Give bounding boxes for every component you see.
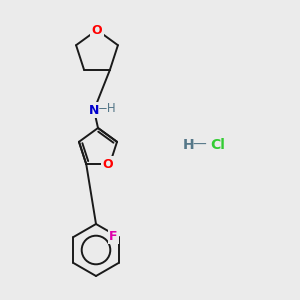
Text: —: — <box>192 138 206 152</box>
Text: F: F <box>109 230 118 242</box>
Text: H: H <box>182 138 194 152</box>
Text: Cl: Cl <box>210 138 225 152</box>
Text: −H: −H <box>98 103 116 116</box>
Text: N: N <box>89 103 99 116</box>
Text: O: O <box>102 158 113 171</box>
Text: O: O <box>92 23 102 37</box>
